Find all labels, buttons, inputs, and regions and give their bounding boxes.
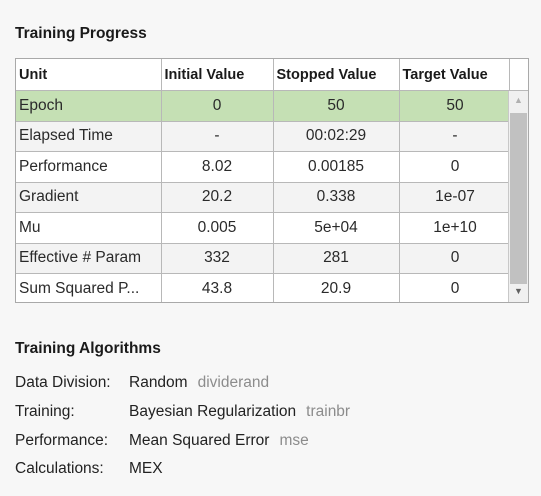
algorithm-value-name: MEX — [129, 460, 163, 477]
scrollbar-thumb[interactable] — [510, 113, 527, 284]
algorithm-label: Calculations: — [15, 460, 104, 477]
algorithm-value-name: Bayesian Regularization — [129, 403, 297, 420]
column-header-stopped-value[interactable]: Stopped Value — [272, 59, 400, 91]
table-row[interactable]: Elapsed Time - 00:02:29 - — [16, 120, 512, 152]
cell-initial-value: 332 — [160, 242, 274, 274]
scroll-down-arrow-icon[interactable]: ▼ — [514, 286, 523, 296]
cell-initial-value: 20.2 — [160, 181, 274, 213]
column-header-unit[interactable]: Unit — [16, 59, 162, 91]
table-row[interactable]: Performance 8.02 0.00185 0 — [16, 151, 512, 183]
cell-stopped-value: 20.9 — [272, 273, 400, 302]
algorithm-value-name: Random — [129, 374, 188, 391]
cell-stopped-value: 00:02:29 — [272, 120, 400, 152]
algorithm-label: Training: — [15, 403, 75, 420]
cell-initial-value: 43.8 — [160, 273, 274, 302]
table-row[interactable]: Epoch 0 50 50 — [16, 90, 512, 122]
algorithm-value-name: Mean Squared Error — [129, 432, 270, 449]
algorithm-function-name: mse — [279, 432, 309, 449]
training-algorithms-title: Training Algorithms — [15, 340, 161, 357]
cell-stopped-value: 5e+04 — [272, 212, 400, 244]
cell-target-value: 50 — [398, 90, 512, 122]
cell-unit: Mu — [16, 212, 162, 244]
cell-target-value: 0 — [398, 242, 512, 274]
algorithm-value: Bayesian Regularization trainbr — [129, 403, 350, 421]
cell-stopped-value: 0.00185 — [272, 151, 400, 183]
cell-unit: Performance — [16, 151, 162, 183]
table-header-row: Unit Initial Value Stopped Value Target … — [16, 59, 512, 91]
algorithm-label: Performance: — [15, 432, 109, 449]
column-header-target-value[interactable]: Target Value — [398, 59, 512, 91]
algorithm-value: MEX — [129, 460, 163, 478]
cell-unit: Sum Squared P... — [16, 273, 162, 302]
training-progress-table[interactable]: Unit Initial Value Stopped Value Target … — [15, 58, 529, 303]
cell-initial-value: 0.005 — [160, 212, 274, 244]
cell-target-value: 0 — [398, 273, 512, 302]
cell-stopped-value: 50 — [272, 90, 400, 122]
cell-unit: Gradient — [16, 181, 162, 213]
header-corner — [509, 59, 528, 91]
table-row[interactable]: Sum Squared P... 43.8 20.9 0 — [16, 273, 512, 302]
algorithm-value: Mean Squared Error mse — [129, 432, 309, 450]
cell-stopped-value: 281 — [272, 242, 400, 274]
vertical-scrollbar[interactable]: ▲ ▼ — [508, 91, 528, 302]
algorithm-label: Data Division: — [15, 374, 111, 391]
algorithm-value: Random dividerand — [129, 374, 269, 392]
training-progress-title: Training Progress — [15, 25, 147, 42]
cell-initial-value: - — [160, 120, 274, 152]
table-row[interactable]: Effective # Param 332 281 0 — [16, 242, 512, 274]
cell-unit: Effective # Param — [16, 242, 162, 274]
cell-stopped-value: 0.338 — [272, 181, 400, 213]
algorithm-function-name: dividerand — [197, 374, 270, 391]
cell-target-value: - — [398, 120, 512, 152]
algorithm-function-name: trainbr — [306, 403, 351, 420]
scroll-up-arrow-icon[interactable]: ▲ — [514, 95, 523, 105]
cell-target-value: 1e+10 — [398, 212, 512, 244]
table-row[interactable]: Mu 0.005 5e+04 1e+10 — [16, 212, 512, 244]
cell-unit: Epoch — [16, 90, 162, 122]
cell-target-value: 1e-07 — [398, 181, 512, 213]
cell-initial-value: 8.02 — [160, 151, 274, 183]
cell-initial-value: 0 — [160, 90, 274, 122]
cell-unit: Elapsed Time — [16, 120, 162, 152]
cell-target-value: 0 — [398, 151, 512, 183]
table-row[interactable]: Gradient 20.2 0.338 1e-07 — [16, 181, 512, 213]
column-header-initial-value[interactable]: Initial Value — [160, 59, 274, 91]
